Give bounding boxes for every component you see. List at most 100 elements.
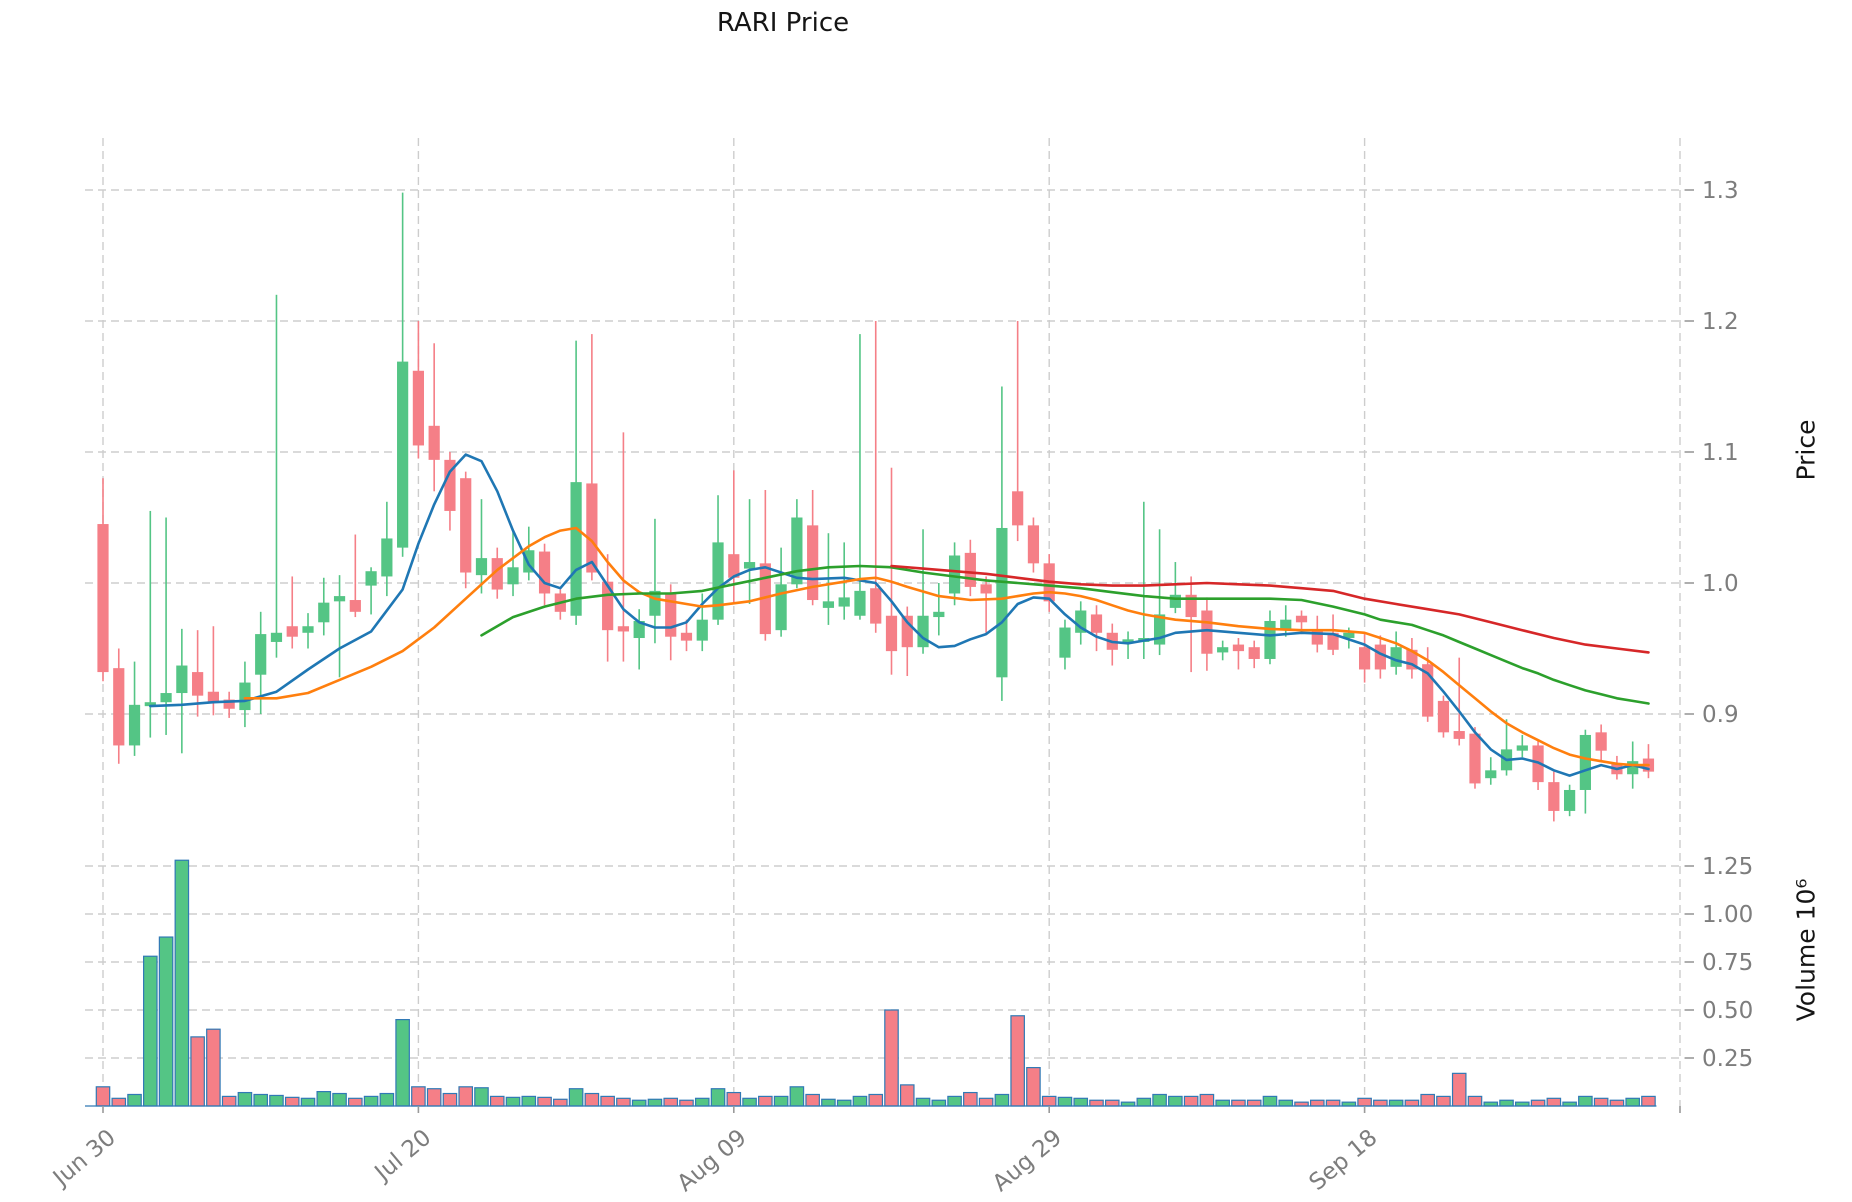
volume-bar: [915, 1097, 931, 1107]
candle-body: [1564, 789, 1576, 811]
candle-body: [1122, 639, 1134, 644]
candle-wick: [1458, 657, 1461, 746]
candle-wick: [622, 432, 625, 662]
volume-bar: [631, 1099, 647, 1107]
volume-tick-label: 0.75: [1702, 950, 1753, 976]
price-tick-label: 1.3: [1702, 178, 1739, 204]
candle-wick: [874, 321, 877, 633]
volume-bar: [1373, 1099, 1388, 1107]
volume-bar: [1309, 1099, 1325, 1107]
x-tick-label: Jun 30: [47, 1125, 121, 1193]
candle-body: [128, 704, 141, 746]
candle-body: [728, 554, 740, 578]
candle-body: [964, 552, 976, 587]
candle-body: [460, 478, 472, 573]
volume-bar: [805, 1093, 820, 1107]
candle-body: [349, 600, 361, 612]
candle-wick: [1237, 638, 1240, 670]
volume-bar: [127, 1093, 142, 1107]
candle-body: [1579, 734, 1591, 790]
volume-bar: [978, 1097, 994, 1107]
candle-body: [397, 361, 409, 548]
volume-bar: [1168, 1095, 1183, 1107]
candle-body: [1280, 619, 1292, 629]
volume-bar: [411, 1086, 426, 1107]
candle-body: [318, 602, 330, 623]
volume-bar: [647, 1098, 663, 1107]
volume-bar: [348, 1097, 363, 1107]
volume-bar: [568, 1088, 584, 1107]
volume-bar: [710, 1088, 726, 1107]
candle-wick: [1505, 719, 1508, 776]
candle-body: [1437, 700, 1450, 733]
candle-body: [822, 601, 835, 608]
candle-body: [633, 620, 645, 639]
volume-bar: [616, 1097, 631, 1107]
volume-bar: [947, 1095, 962, 1107]
candle-body: [1327, 632, 1339, 650]
candle-body: [444, 459, 456, 511]
candle-body: [97, 524, 109, 673]
volume-bar: [1625, 1097, 1640, 1107]
volume-bar: [158, 936, 174, 1107]
candle-wick: [938, 583, 940, 636]
candle-body: [144, 702, 156, 707]
candle-body: [302, 626, 314, 633]
volume-bar: [694, 1097, 710, 1107]
candle-wick: [859, 334, 861, 620]
axis-ticks: 1.3 1.2 1.1 1.0 0.9 1.25 1.00 0.75 0.50 0.25 Jun 3…: [47, 178, 1753, 1197]
chart-title: RARI Price: [716, 8, 850, 38]
volume-bar: [1404, 1099, 1420, 1107]
candle-body: [491, 558, 503, 590]
volume-bar: [316, 1090, 332, 1107]
candle-body: [1090, 614, 1103, 633]
volume-bar: [821, 1098, 836, 1107]
candle-body: [712, 542, 724, 620]
volume-bar: [1041, 1095, 1057, 1107]
volume-bar: [1578, 1095, 1593, 1107]
candle-body: [901, 615, 913, 648]
volume-bar: [1215, 1099, 1230, 1107]
volume-bar: [1451, 1072, 1467, 1107]
x-tick-label: Aug 09: [673, 1125, 752, 1197]
candle-body: [854, 590, 866, 616]
volume-tick-label: 1.00: [1702, 902, 1753, 928]
candle-wick: [890, 467, 893, 675]
candle-body: [1059, 627, 1071, 658]
candle-body: [586, 483, 598, 573]
candle-body: [1469, 733, 1481, 784]
volume-bar: [1278, 1099, 1294, 1107]
ma-longest-red: [890, 564, 1650, 654]
candle-wick: [354, 534, 357, 618]
candle-body: [1595, 732, 1607, 751]
candle-body: [1311, 631, 1323, 645]
candle-body: [270, 632, 283, 642]
volume-bar: [868, 1093, 884, 1107]
volume-bar: [505, 1096, 521, 1107]
candle-body: [475, 558, 488, 576]
price-tick-label: 1.2: [1702, 309, 1739, 335]
candles: [97, 192, 1655, 822]
candle-body: [207, 691, 219, 703]
candle-wick: [1127, 631, 1129, 659]
candle-wick: [338, 575, 341, 678]
candle-body: [333, 596, 346, 602]
candle-body: [160, 693, 172, 703]
candle-body: [113, 668, 125, 746]
gridlines: [85, 138, 1685, 1106]
candle-body: [1406, 649, 1418, 670]
price-axis-title: Price: [1791, 419, 1821, 481]
x-tick-label: Sep 18: [1305, 1125, 1383, 1196]
candle-wick: [512, 529, 514, 597]
candle-wick: [275, 294, 278, 658]
candle-body: [176, 665, 188, 694]
volume-bar: [253, 1093, 268, 1107]
candle-body: [523, 550, 535, 573]
volume-bar: [773, 1095, 789, 1107]
candle-body: [996, 527, 1008, 678]
volume-bar: [1231, 1099, 1246, 1107]
candle-wick: [149, 510, 152, 738]
candle-body: [602, 581, 614, 631]
